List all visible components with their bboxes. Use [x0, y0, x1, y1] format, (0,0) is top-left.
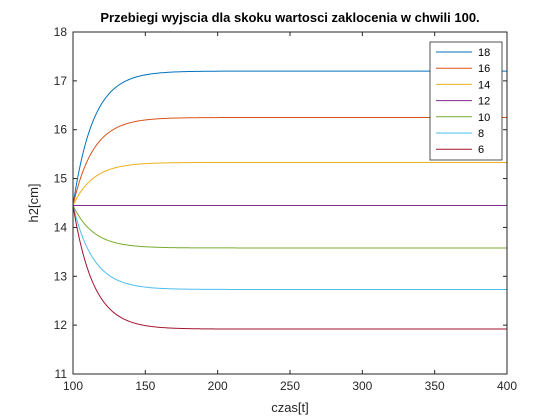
x-tick-label: 150	[135, 379, 155, 393]
legend-label-14: 14	[478, 79, 490, 91]
legend-label-18: 18	[478, 47, 490, 59]
legend-label-10: 10	[478, 112, 490, 124]
x-axis-label: czas[t]	[271, 400, 309, 415]
x-tick-label: 350	[425, 379, 445, 393]
legend-label-6: 6	[478, 144, 484, 156]
y-tick-label: 18	[54, 25, 68, 39]
y-tick-label: 17	[54, 74, 68, 88]
y-axis: 11 12 13 14 15 16 17 18	[54, 25, 507, 381]
y-tick-label: 14	[54, 220, 68, 234]
legend-label-8: 8	[478, 128, 484, 140]
legend-label-16: 16	[478, 63, 490, 75]
y-axis-label: h2[cm]	[26, 183, 41, 222]
legend-label-12: 12	[478, 96, 490, 108]
x-tick-label: 200	[208, 379, 228, 393]
x-axis: 100 150 200 250 300 350 400	[63, 32, 517, 393]
x-tick-label: 250	[280, 379, 300, 393]
y-tick-label: 13	[54, 269, 68, 283]
chart-title: Przebiegi wyjscia dla skoku wartosci zak…	[100, 10, 479, 25]
y-tick-label: 12	[54, 318, 68, 332]
series-line-8	[72, 205, 507, 290]
series-layer	[72, 70, 507, 330]
legend-items: 18 16 14 12 10 8 6	[436, 47, 490, 156]
series-line-14	[72, 161, 507, 206]
legend: 18 16 14 12 10 8 6	[429, 41, 503, 161]
x-tick-label: 300	[352, 379, 372, 393]
x-tick-label: 100	[63, 379, 83, 393]
x-tick-label: 400	[497, 379, 517, 393]
y-tick-label: 15	[54, 172, 68, 186]
y-tick-label: 11	[55, 367, 68, 381]
y-tick-label: 16	[54, 123, 68, 137]
series-line-6	[72, 205, 507, 330]
series-line-10	[72, 205, 507, 249]
